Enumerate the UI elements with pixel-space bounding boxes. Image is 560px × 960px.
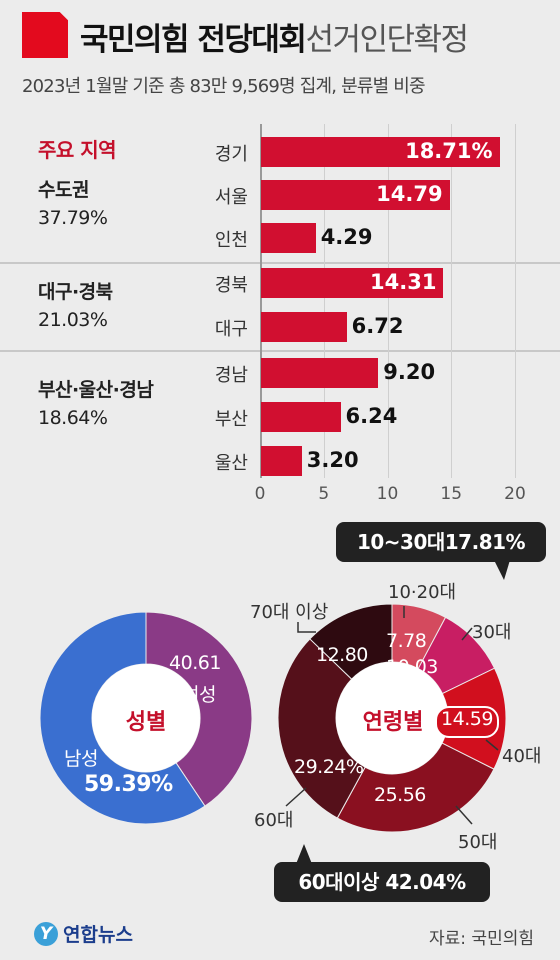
age-label-50: 50대	[458, 832, 498, 853]
age-value-70: 12.80	[316, 644, 368, 666]
bar	[261, 402, 341, 432]
bar	[261, 268, 444, 298]
logo: Y 연합뉴스	[34, 920, 133, 947]
category-label: 경기	[214, 144, 248, 165]
female-label: 여성	[182, 684, 216, 706]
bar-value-label: 3.20	[306, 448, 359, 472]
category-label: 부산	[214, 409, 248, 430]
group-label-busan: 부산·울산·경남 18.64%	[38, 376, 154, 432]
male-value: 59.39%	[84, 772, 173, 797]
page-title: 국민의힘 전당대회선거인단확정	[80, 14, 469, 59]
x-tick-label: 5	[318, 484, 330, 504]
bar-value-label: 14.79	[376, 182, 443, 206]
group-share: 37.79%	[38, 207, 108, 229]
age-label-70: 70대 이상	[250, 602, 329, 623]
grid-line	[515, 124, 516, 478]
female-value: 40.61	[169, 652, 221, 674]
age-value-1020: 7.78	[386, 630, 427, 652]
donut-hole	[92, 664, 200, 772]
group-divider	[0, 262, 560, 264]
category-label: 서울	[214, 187, 248, 208]
bar	[261, 446, 302, 476]
x-tick-label: 20	[504, 484, 526, 504]
subtitle: 2023년 1월말 기준 총 83만 9,569명 집계, 분류별 비중	[22, 76, 426, 97]
age-label-30: 30대	[472, 622, 512, 643]
regions-heading: 주요 지역	[38, 138, 117, 162]
bar-value-label: 6.24	[345, 404, 398, 428]
logo-icon: Y	[34, 921, 58, 946]
group-divider	[0, 350, 560, 352]
callout-old-pointer	[296, 844, 312, 864]
category-label: 경남	[214, 365, 248, 386]
bar	[261, 180, 450, 210]
age-value-60: 29.24%	[294, 756, 364, 778]
grid-line	[323, 124, 325, 478]
gender-donut-title: 성별	[125, 710, 167, 735]
bar	[261, 312, 347, 342]
male-label: 남성	[64, 748, 98, 770]
bar	[261, 358, 379, 388]
age-label-60: 60대	[254, 810, 294, 831]
group-name: 부산·울산·경남	[38, 379, 154, 401]
bar-value-label: 9.20	[383, 360, 436, 384]
source-note: 자료: 국민의힘	[429, 929, 534, 949]
age-leader-lines	[285, 606, 499, 825]
bar	[261, 137, 500, 167]
age-label-1020: 10·20대	[388, 582, 457, 603]
header-square	[22, 12, 68, 58]
callout-young: 10~30대17.81%	[336, 522, 546, 562]
group-label-capital: 주요 지역 수도권 37.79%	[38, 136, 117, 232]
grid-line	[451, 124, 453, 478]
category-label: 울산	[214, 453, 248, 474]
category-label: 경북	[214, 275, 248, 296]
bar-value-label: 18.71%	[405, 139, 493, 163]
x-tick-label: 10	[376, 484, 399, 504]
callout-young-pointer	[494, 560, 510, 580]
age-donut	[277, 603, 507, 833]
logo-text: 연합뉴스	[63, 924, 133, 946]
group-share: 18.64%	[38, 407, 108, 429]
x-tick-label: 0	[254, 484, 266, 504]
category-label: 인천	[214, 230, 248, 251]
category-label: 대구	[214, 319, 248, 340]
gender-donut	[39, 611, 253, 825]
bar	[261, 223, 316, 253]
callout-old: 60대이상 42.04%	[274, 862, 490, 902]
age-donut-title: 연령별	[362, 710, 424, 735]
group-name: 대구·경북	[38, 281, 113, 303]
age-label-40: 40대	[502, 746, 542, 767]
y-axis-line	[260, 124, 262, 478]
age-value-50: 25.56	[374, 784, 426, 806]
bar-value-label: 4.29	[320, 225, 373, 249]
group-label-daegu: 대구·경북 21.03%	[38, 278, 113, 334]
grid-line	[387, 124, 389, 478]
age-value-40-pill	[435, 706, 499, 738]
title-light: 선거인단확정	[305, 22, 469, 58]
title-bold: 국민의힘 전당대회	[80, 22, 307, 58]
bar-value-label: 14.31	[370, 270, 437, 294]
group-name: 수도권	[38, 179, 89, 201]
x-tick-label: 15	[440, 484, 463, 504]
group-share: 21.03%	[38, 309, 108, 331]
age-value-40: 14.59	[441, 708, 493, 730]
age-value-30: 10.03	[386, 656, 438, 678]
donut-hole	[336, 662, 448, 774]
bar-value-label: 6.72	[351, 314, 404, 338]
